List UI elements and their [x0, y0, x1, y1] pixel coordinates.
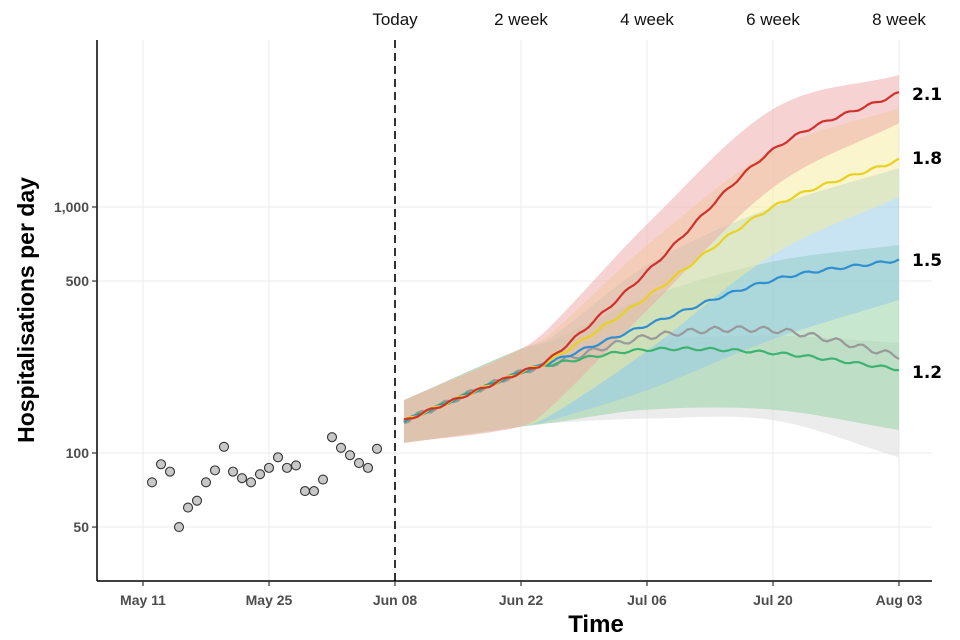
scenario-labels: 1.2 1.5 1.8 2.1: [912, 85, 942, 383]
scenario-label: 1.8: [912, 149, 942, 169]
observed-point: [173, 522, 185, 533]
x-tick-label: Jul 06: [627, 592, 667, 608]
observed-point: [371, 443, 383, 454]
y-tick-label: 500: [66, 273, 90, 289]
x-axis-title: Time: [568, 611, 624, 638]
top-annotation: 4 week: [620, 10, 674, 29]
x-tick-label: Jun 08: [373, 592, 418, 608]
x-ticks: May 11 May 25 Jun 08 Jun 22 Jul 06 Jul 20 Aug …: [120, 581, 923, 608]
observed-point: [290, 460, 302, 471]
band-r-2-1: [404, 74, 899, 443]
x-tick-label: Jun 22: [499, 592, 544, 608]
observed-point: [344, 450, 356, 461]
top-annotation: Today: [372, 10, 418, 29]
x-tick-label: May 11: [120, 592, 166, 608]
observed-point: [245, 477, 257, 488]
y-tick-label: 1,000: [54, 199, 89, 215]
line-r-1-8: [403, 157, 900, 422]
observed-point: [155, 459, 167, 470]
observed-points: [146, 432, 383, 533]
top-annotation: 2 week: [494, 10, 548, 29]
observed-point: [317, 474, 329, 485]
top-annotation: 8 week: [872, 10, 926, 29]
scenario-label: 1.2: [912, 363, 942, 383]
observed-point: [182, 502, 194, 513]
observed-point: [236, 473, 248, 484]
projection-lines: [403, 91, 900, 424]
line-r-2-1: [403, 91, 900, 421]
observed-point: [146, 477, 158, 488]
observed-point: [164, 466, 176, 477]
observed-point: [191, 495, 203, 506]
observed-point: [281, 462, 293, 473]
y-axis-title: Hospitalisations per day: [13, 177, 39, 443]
observed-point: [200, 477, 212, 488]
scenario-label: 1.5: [912, 251, 942, 271]
y-ticks: 50 100 500 1,000: [54, 199, 97, 535]
observed-point: [272, 452, 284, 463]
y-tick-label: 100: [66, 445, 90, 461]
x-tick-label: Aug 03: [876, 592, 923, 608]
observed-point: [263, 462, 275, 473]
axes: [96, 40, 932, 582]
scenario-label: 2.1: [912, 85, 942, 105]
observed-point: [218, 441, 230, 452]
y-tick-label: 50: [73, 519, 89, 535]
x-tick-label: May 25: [246, 592, 293, 608]
observed-point: [353, 458, 365, 469]
observed-point: [227, 466, 239, 477]
observed-point: [254, 469, 266, 480]
projection-bands: [404, 74, 899, 458]
x-tick-label: Jul 20: [753, 592, 793, 608]
top-annotations: Today 2 week 4 week 6 week 8 week: [372, 10, 926, 29]
observed-point: [326, 432, 338, 443]
top-annotation: 6 week: [746, 10, 800, 29]
observed-point: [299, 486, 311, 497]
observed-point: [335, 442, 347, 453]
observed-point: [362, 462, 374, 473]
observed-point: [308, 486, 320, 497]
observed-point: [209, 465, 221, 476]
